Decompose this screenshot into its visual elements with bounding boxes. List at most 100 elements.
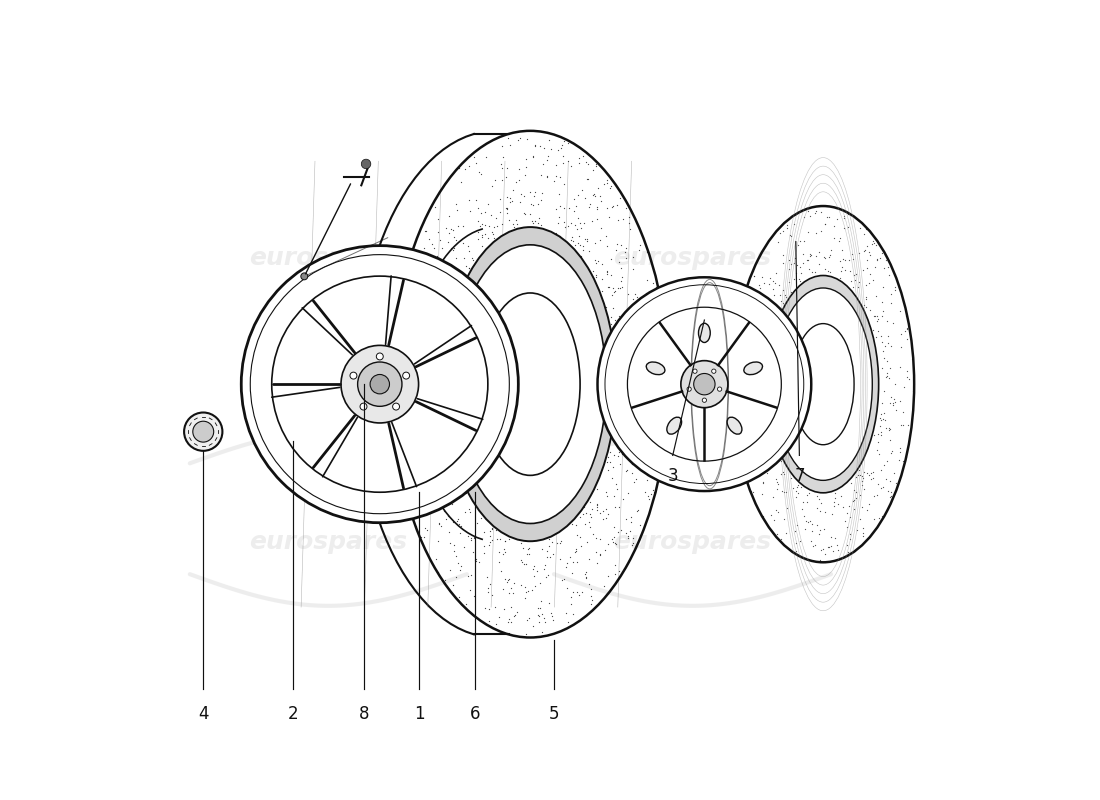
Point — [480, 603, 497, 616]
Point — [529, 602, 547, 614]
Point — [575, 217, 593, 230]
Point — [486, 601, 504, 614]
Point — [527, 140, 544, 153]
Point — [560, 616, 578, 629]
Point — [746, 456, 763, 469]
Point — [868, 444, 886, 457]
Point — [428, 474, 446, 486]
Point — [786, 490, 804, 503]
Point — [587, 160, 605, 173]
Point — [821, 210, 838, 223]
Point — [510, 131, 528, 144]
Point — [615, 390, 632, 402]
Point — [858, 301, 876, 314]
Point — [510, 163, 528, 176]
Point — [503, 582, 520, 594]
Point — [786, 536, 804, 549]
Point — [745, 486, 762, 498]
Point — [874, 280, 892, 293]
Point — [755, 395, 772, 408]
Point — [820, 251, 837, 264]
Point — [598, 490, 616, 502]
Point — [812, 504, 829, 517]
Point — [623, 515, 640, 528]
Point — [754, 362, 771, 374]
Point — [741, 374, 759, 387]
Point — [774, 284, 792, 297]
Point — [857, 290, 874, 303]
Point — [563, 518, 581, 530]
Point — [466, 554, 484, 566]
Point — [808, 519, 826, 532]
Point — [418, 322, 436, 335]
Point — [884, 397, 902, 410]
Point — [645, 484, 662, 497]
Point — [408, 439, 426, 452]
Point — [847, 485, 865, 498]
Point — [399, 302, 417, 315]
Point — [556, 221, 573, 234]
Point — [744, 389, 761, 402]
Point — [756, 330, 773, 342]
Point — [604, 425, 622, 438]
Point — [436, 574, 453, 586]
Point — [822, 243, 839, 256]
Point — [776, 512, 793, 525]
Point — [884, 392, 902, 405]
Circle shape — [693, 369, 697, 374]
Point — [799, 254, 816, 266]
Point — [751, 452, 769, 465]
Point — [826, 532, 844, 545]
Point — [884, 467, 902, 480]
Point — [763, 441, 781, 454]
Point — [870, 448, 888, 461]
Point — [799, 496, 816, 509]
Point — [433, 242, 451, 254]
Point — [609, 354, 627, 366]
Circle shape — [393, 403, 399, 410]
Point — [571, 151, 588, 164]
Point — [492, 533, 509, 546]
Point — [869, 324, 887, 337]
Point — [812, 543, 829, 556]
Point — [422, 296, 440, 309]
Point — [816, 548, 834, 561]
Point — [585, 154, 603, 166]
Point — [550, 210, 568, 223]
Point — [619, 362, 637, 375]
Point — [405, 509, 422, 522]
Point — [649, 314, 667, 327]
Point — [450, 162, 468, 174]
Point — [744, 293, 761, 306]
Point — [630, 409, 648, 422]
Point — [879, 366, 896, 379]
Point — [424, 238, 441, 250]
Point — [843, 247, 860, 260]
Point — [517, 586, 535, 598]
Point — [630, 297, 648, 310]
Point — [500, 533, 518, 546]
Point — [446, 242, 463, 254]
Point — [840, 254, 858, 266]
Point — [426, 442, 443, 454]
Point — [588, 499, 606, 512]
Point — [615, 492, 632, 505]
Point — [440, 477, 458, 490]
Point — [425, 242, 442, 254]
Point — [561, 551, 579, 564]
Point — [625, 476, 642, 489]
Point — [827, 538, 845, 551]
Point — [419, 335, 437, 348]
Point — [623, 405, 640, 418]
Point — [628, 405, 646, 418]
Point — [593, 284, 611, 297]
Point — [781, 229, 799, 242]
Point — [525, 189, 542, 202]
Point — [848, 491, 866, 504]
Point — [553, 574, 571, 586]
Point — [430, 565, 448, 578]
Point — [846, 269, 864, 282]
Point — [449, 262, 466, 275]
Point — [858, 262, 876, 274]
Point — [414, 403, 431, 416]
